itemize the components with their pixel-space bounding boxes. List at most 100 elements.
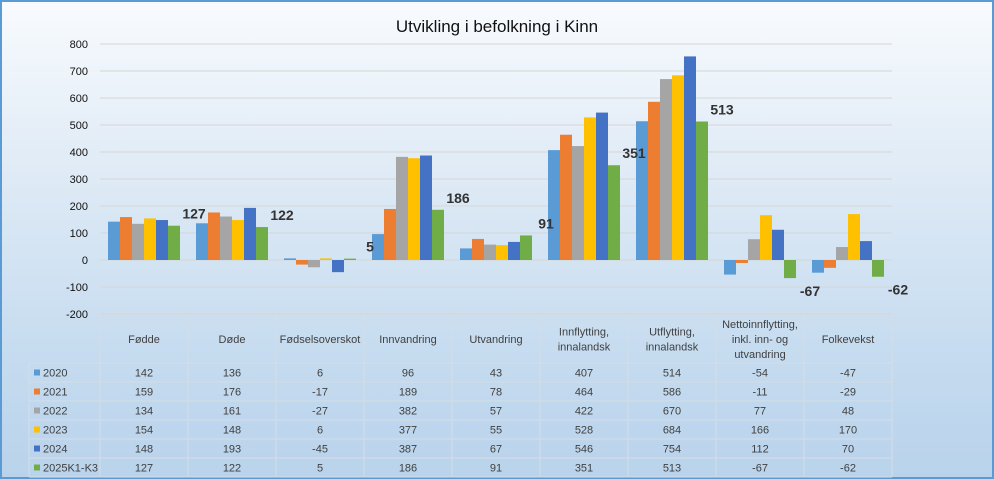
category-label: innalandsk: [646, 342, 699, 354]
table-cell: 513: [663, 463, 681, 475]
bar-2022: [132, 223, 144, 260]
data-label: 186: [446, 190, 470, 206]
y-tick-label: 100: [70, 228, 88, 240]
bar-2024: [684, 56, 696, 260]
bar-2024: [508, 241, 520, 260]
table-cell: -29: [840, 387, 856, 399]
bar-2021: [648, 101, 660, 260]
legend-key-2020: [34, 369, 40, 376]
table-cell: 122: [223, 463, 241, 475]
table-cell: 464: [575, 387, 593, 399]
table-cell: -67: [752, 463, 768, 475]
y-tick-label: -200: [66, 309, 88, 321]
table-cell: -11: [752, 387, 767, 399]
table-cell: 377: [399, 425, 417, 437]
table-cell: 422: [575, 406, 593, 418]
category-label: Døde: [219, 334, 246, 346]
data-label: -62: [888, 282, 908, 298]
bar-2024: [244, 207, 256, 260]
legend-label: 2020: [43, 368, 67, 380]
bar-2021: [736, 260, 748, 263]
bar-2021: [296, 260, 308, 265]
table-cell: 6: [317, 368, 323, 380]
legend-label: 2025K1-K3: [43, 463, 98, 475]
category-label: innalandsk: [558, 342, 611, 354]
table-cell: 161: [223, 406, 241, 418]
data-label: 5: [366, 239, 374, 255]
table-cell: 546: [575, 444, 593, 456]
table-cell: 78: [490, 387, 502, 399]
bar-2025K1-K3: [696, 121, 708, 261]
bar-2025K1-K3: [432, 209, 444, 260]
table-cell: 407: [575, 368, 593, 380]
bar-2021: [384, 208, 396, 260]
table-cell: 754: [663, 444, 681, 456]
table-cell: 91: [490, 463, 502, 475]
y-tick-label: 600: [70, 93, 88, 105]
y-tick-label: 800: [70, 39, 88, 51]
bar-2023: [848, 214, 860, 260]
table-cell: 176: [223, 387, 241, 399]
table-cell: 148: [223, 425, 241, 437]
bar-2020: [196, 223, 208, 260]
bar-2022: [572, 146, 584, 260]
table-cell: 43: [490, 368, 502, 380]
bar-2024: [332, 260, 344, 273]
data-label: 513: [710, 101, 734, 117]
table-cell: 186: [399, 463, 417, 475]
bar-2024: [596, 112, 608, 260]
legend-key-2025K1-K3: [34, 464, 40, 471]
category-label: Innflytting,: [559, 327, 609, 339]
bar-2020: [460, 248, 472, 260]
bar-2024: [772, 229, 784, 260]
legend-key-2024: [34, 445, 40, 452]
table-cell: 670: [663, 406, 681, 418]
bar-2024: [860, 241, 872, 260]
category-label: Fødselsoverskot: [280, 334, 361, 346]
bar-2023: [760, 215, 772, 260]
category-label: inkl. inn- og: [732, 334, 788, 346]
y-tick-label: 400: [70, 147, 88, 159]
bar-2020: [636, 121, 648, 260]
bar-2020: [108, 221, 120, 260]
bar-2025K1-K3: [344, 258, 356, 260]
bar-2020: [548, 150, 560, 260]
table-cell: -45: [312, 444, 328, 456]
data-label: 122: [270, 207, 294, 223]
table-cell: 170: [839, 425, 857, 437]
bar-2022: [836, 247, 848, 260]
bar-2023: [584, 117, 596, 260]
legend-key-2023: [34, 426, 40, 433]
bar-2023: [232, 220, 244, 260]
bar-2022: [220, 216, 232, 260]
bar-2021: [824, 260, 836, 268]
table-cell: 136: [223, 368, 241, 380]
table-cell: 166: [751, 425, 769, 437]
bar-2023: [144, 218, 156, 260]
bar-2025K1-K3: [872, 260, 884, 277]
table-cell: 70: [842, 444, 854, 456]
y-tick-label: 700: [70, 66, 88, 78]
bar-2025K1-K3: [784, 260, 796, 279]
legend-label: 2021: [43, 387, 67, 399]
y-tick-label: 300: [70, 174, 88, 186]
table-cell: 77: [754, 406, 766, 418]
table-cell: -62: [840, 463, 856, 475]
bar-2021: [208, 212, 220, 260]
table-cell: 351: [575, 463, 593, 475]
bar-2021: [472, 238, 484, 260]
table-cell: 5: [317, 463, 323, 475]
table-cell: 528: [575, 425, 593, 437]
table-cell: 387: [399, 444, 417, 456]
bar-2022: [484, 244, 496, 260]
bar-2022: [660, 79, 672, 260]
category-label: Innvandring: [379, 334, 437, 346]
table-cell: 57: [490, 406, 502, 418]
table-cell: 134: [135, 406, 153, 418]
table-cell: 55: [490, 425, 502, 437]
bar-2021: [120, 217, 132, 260]
legend-key-2021: [34, 388, 40, 395]
table-cell: 67: [490, 444, 502, 456]
category-label: Nettoinnflytting,: [722, 319, 798, 331]
category-label: Utvandring: [469, 334, 522, 346]
